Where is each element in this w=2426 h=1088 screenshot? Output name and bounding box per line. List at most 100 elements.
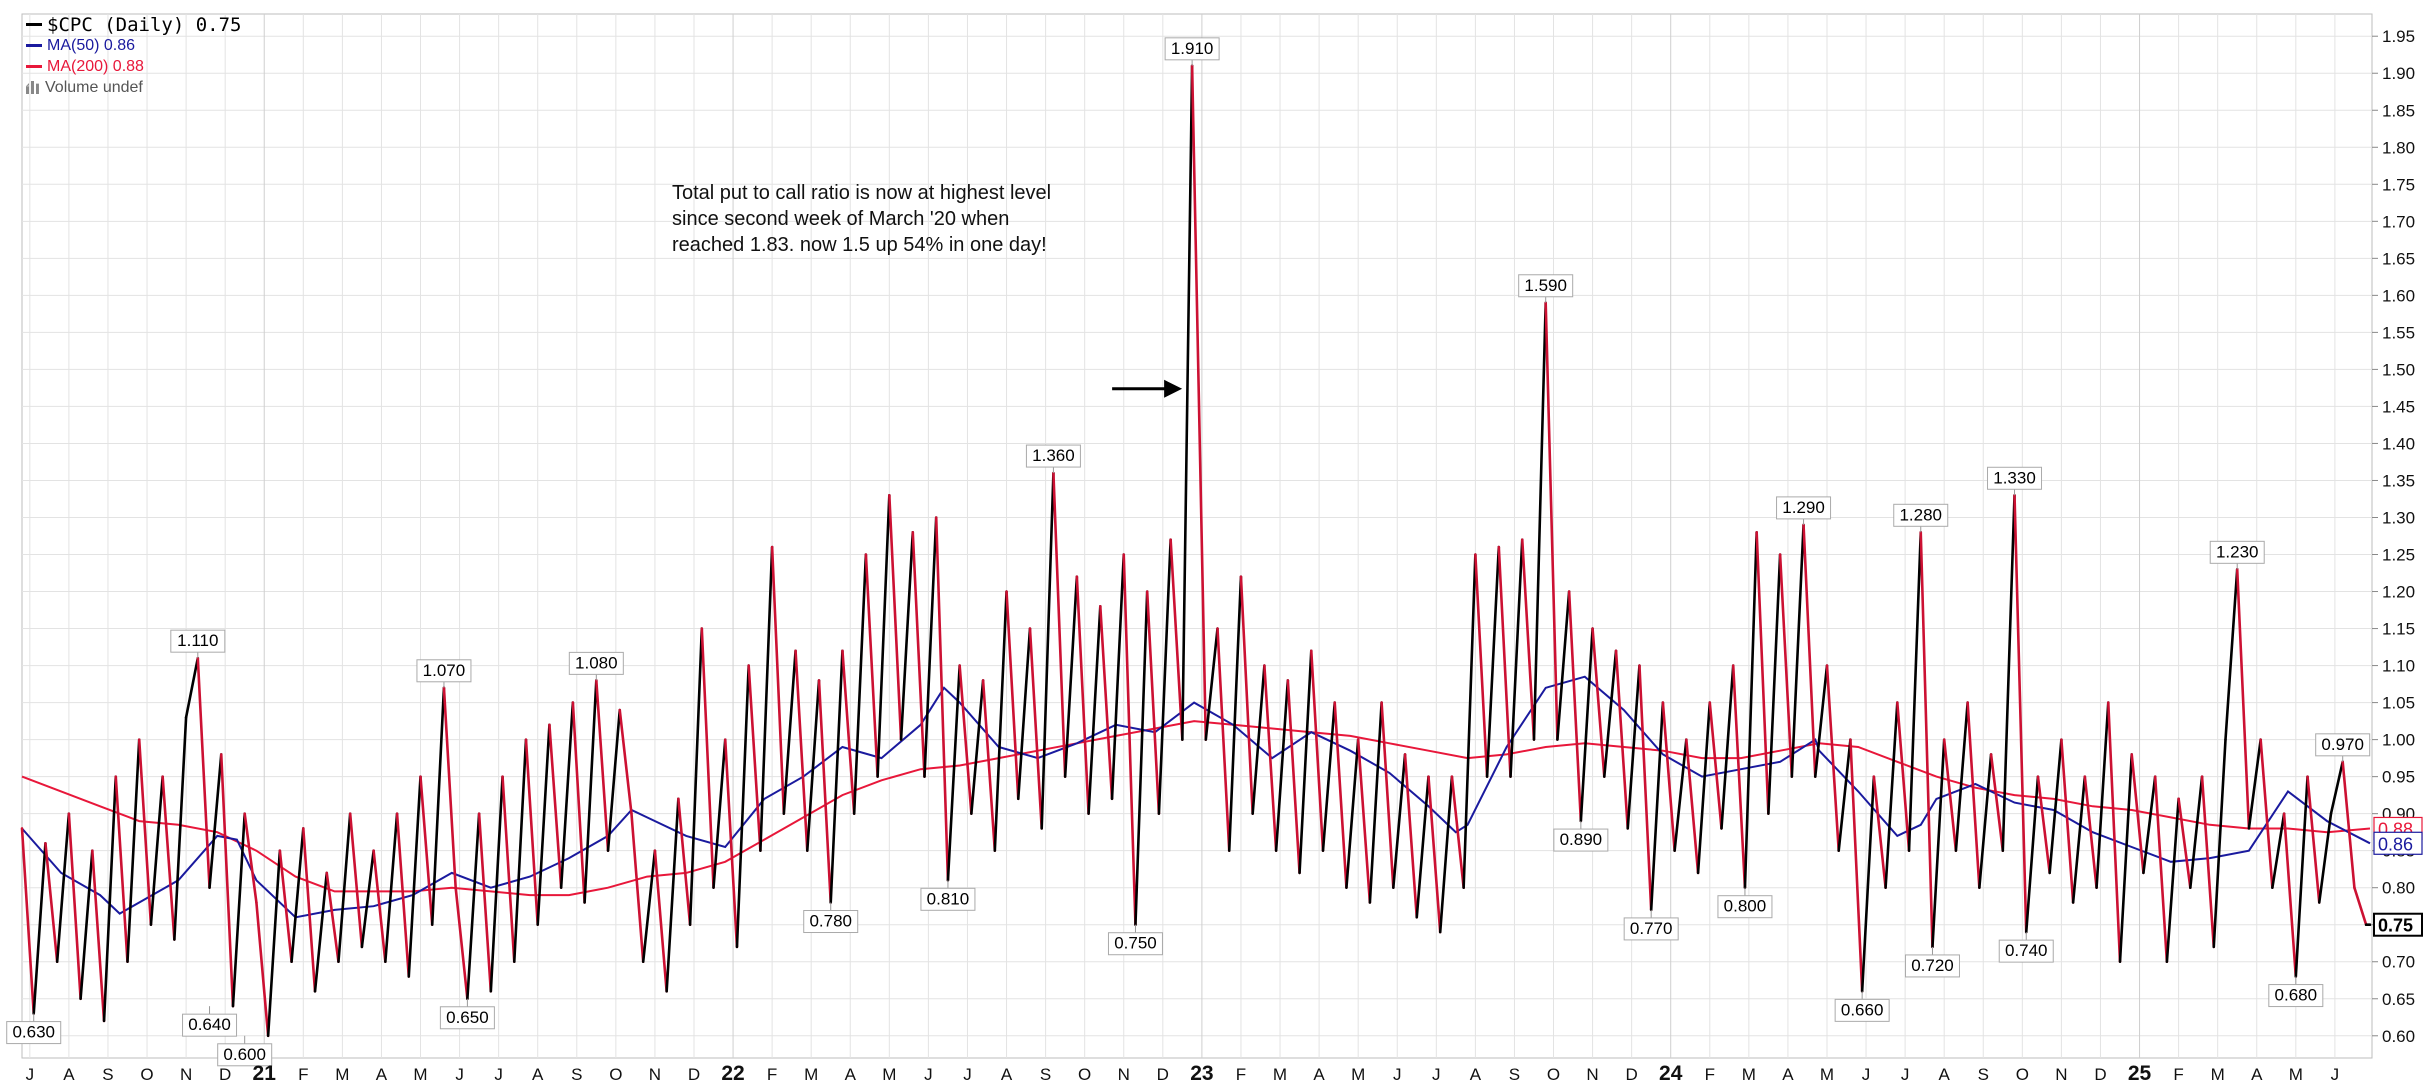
price-segment — [20, 827, 36, 1015]
price-segment — [1708, 701, 1723, 830]
price-segment — [1028, 627, 1044, 830]
price-segment — [2353, 886, 2368, 927]
x-tick-label: J — [26, 1065, 35, 1084]
price-segment — [1942, 738, 1958, 852]
price-segment — [442, 686, 457, 890]
data-label: 1.230 — [2216, 542, 2259, 561]
price-segment — [255, 901, 270, 1038]
price-segment — [1356, 738, 1372, 904]
price-segment — [1567, 590, 1583, 823]
data-label: 0.890 — [1560, 830, 1603, 849]
price-segment — [313, 871, 329, 993]
data-label: 0.650 — [446, 1008, 489, 1027]
x-tick-label: A — [1782, 1065, 1794, 1084]
price-segment — [1497, 545, 1512, 778]
y-tick-label: 1.10 — [2382, 657, 2415, 676]
price-segment — [712, 738, 727, 890]
x-tick-label: A — [63, 1065, 75, 1084]
y-axis: 0.600.650.700.750.800.850.900.951.001.05… — [2372, 27, 2415, 1046]
price-segment — [1837, 738, 1852, 852]
x-tick-label: O — [1078, 1065, 1091, 1084]
price-segment — [723, 738, 739, 949]
plot-frame — [21, 13, 2373, 1059]
price-marker-box — [2373, 912, 2423, 937]
price-segment — [337, 812, 352, 964]
y-tick-label: 0.65 — [2382, 990, 2415, 1009]
price-segment — [817, 679, 833, 904]
price-segment — [1661, 701, 1676, 852]
price-segment — [1685, 738, 1700, 875]
y-tick-label: 1.80 — [2382, 138, 2415, 157]
data-label-box — [2268, 984, 2324, 1008]
data-label-box — [1776, 496, 1832, 520]
y-tick-label: 1.75 — [2382, 175, 2415, 194]
legend-price: $CPC (Daily) 0.75 — [26, 14, 241, 36]
data-label-box — [1987, 466, 2043, 490]
price-segment — [1931, 738, 1946, 949]
price-segment — [79, 849, 94, 1001]
price-segment — [149, 775, 164, 927]
price-segment — [2142, 775, 2157, 875]
price-segment — [1462, 553, 1477, 890]
price-segment — [923, 516, 938, 778]
y-tick-label: 0.60 — [2382, 1027, 2415, 1046]
x-tick-label: O — [140, 1065, 153, 1084]
x-tick-label: J — [1901, 1065, 1910, 1084]
y-tick-label: 1.30 — [2382, 508, 2415, 527]
x-tick-label: 24 — [1659, 1062, 1683, 1085]
x-tick-label: A — [845, 1065, 857, 1084]
price-segment — [665, 797, 680, 993]
price-segment — [1989, 753, 2005, 852]
price-segment — [852, 553, 868, 815]
price-segment — [1591, 627, 1606, 778]
x-tick-label: J — [963, 1065, 972, 1084]
price-segment — [1544, 301, 1559, 741]
price-segment — [2306, 775, 2321, 904]
price-segment — [173, 716, 188, 941]
price-segment — [1227, 575, 1243, 852]
x-tick-label: D — [219, 1065, 231, 1084]
y-tick-label: 1.25 — [2382, 546, 2415, 565]
price-segment — [1638, 664, 1653, 912]
x-tick-label: D — [1157, 1065, 1169, 1084]
price-segment — [735, 664, 750, 949]
price-segment — [2048, 738, 2063, 875]
price-segment — [2282, 812, 2298, 978]
data-label: 1.110 — [177, 631, 218, 650]
x-tick-label: N — [2055, 1065, 2067, 1084]
price-segment — [1380, 701, 1395, 890]
x-tick-label: M — [2211, 1065, 2225, 1084]
x-tick-label: 22 — [721, 1062, 744, 1085]
x-tick-label: 21 — [253, 1062, 277, 1085]
price-segment — [1392, 753, 1407, 890]
x-tick-label: N — [1118, 1065, 1130, 1084]
y-tick-label: 0.95 — [2382, 768, 2415, 787]
x-tick-label: S — [571, 1065, 582, 1084]
price-segment — [32, 841, 47, 1015]
x-tick-label: A — [1313, 1065, 1325, 1084]
y-tick-label: 0.80 — [2382, 879, 2415, 898]
y-tick-label: 1.45 — [2382, 397, 2415, 416]
data-label: 0.810 — [927, 889, 970, 908]
data-label: 0.740 — [2005, 941, 2048, 960]
price-segment — [829, 649, 844, 904]
data-label: 1.590 — [1524, 276, 1567, 295]
data-label: 1.330 — [1993, 468, 2036, 487]
price-segment — [559, 701, 575, 890]
y-tick-label: 1.50 — [2382, 360, 2415, 379]
price-segment — [1157, 538, 1172, 815]
price-segment — [641, 849, 657, 964]
price-segment — [1181, 64, 1194, 741]
price-segment — [1520, 538, 1536, 741]
price-segment — [1099, 605, 1114, 801]
y-tick-label: 1.65 — [2382, 249, 2415, 268]
data-label-box — [6, 1021, 62, 1045]
price-segment — [1110, 553, 1126, 801]
y-tick-label: 1.40 — [2382, 434, 2415, 453]
price-segment — [1825, 664, 1841, 852]
data-label-box — [1025, 444, 1081, 468]
x-tick-label: A — [2251, 1065, 2263, 1084]
price-segment — [348, 812, 364, 949]
price-segment — [794, 649, 809, 852]
data-label-box — [1834, 998, 1890, 1022]
